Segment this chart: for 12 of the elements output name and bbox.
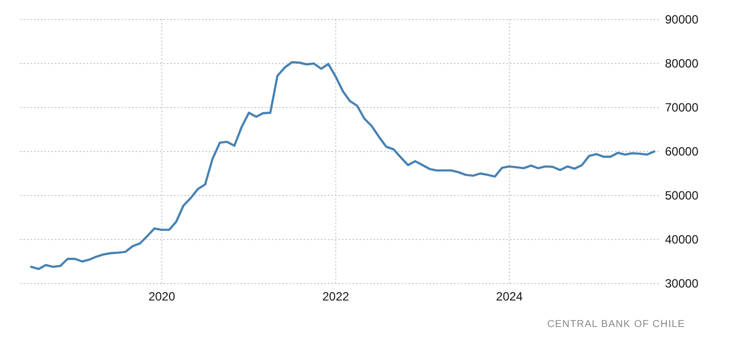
- x-tick-label: 2024: [496, 290, 524, 304]
- x-tick-label: 2020: [148, 290, 176, 304]
- x-tick-label: 2022: [322, 290, 350, 304]
- y-tick-label: 40000: [665, 232, 699, 247]
- text: CENTRAL BANK OF CHILE: [547, 319, 685, 330]
- y-tick-label: 30000: [665, 276, 699, 291]
- y-tick-label: 50000: [665, 188, 699, 203]
- y-tick-label: 60000: [665, 144, 699, 159]
- y-tick-label: 70000: [665, 100, 699, 115]
- y-tick-label: 80000: [665, 56, 699, 71]
- line-series: [30, 61, 656, 270]
- y-tick-label: 90000: [665, 12, 699, 27]
